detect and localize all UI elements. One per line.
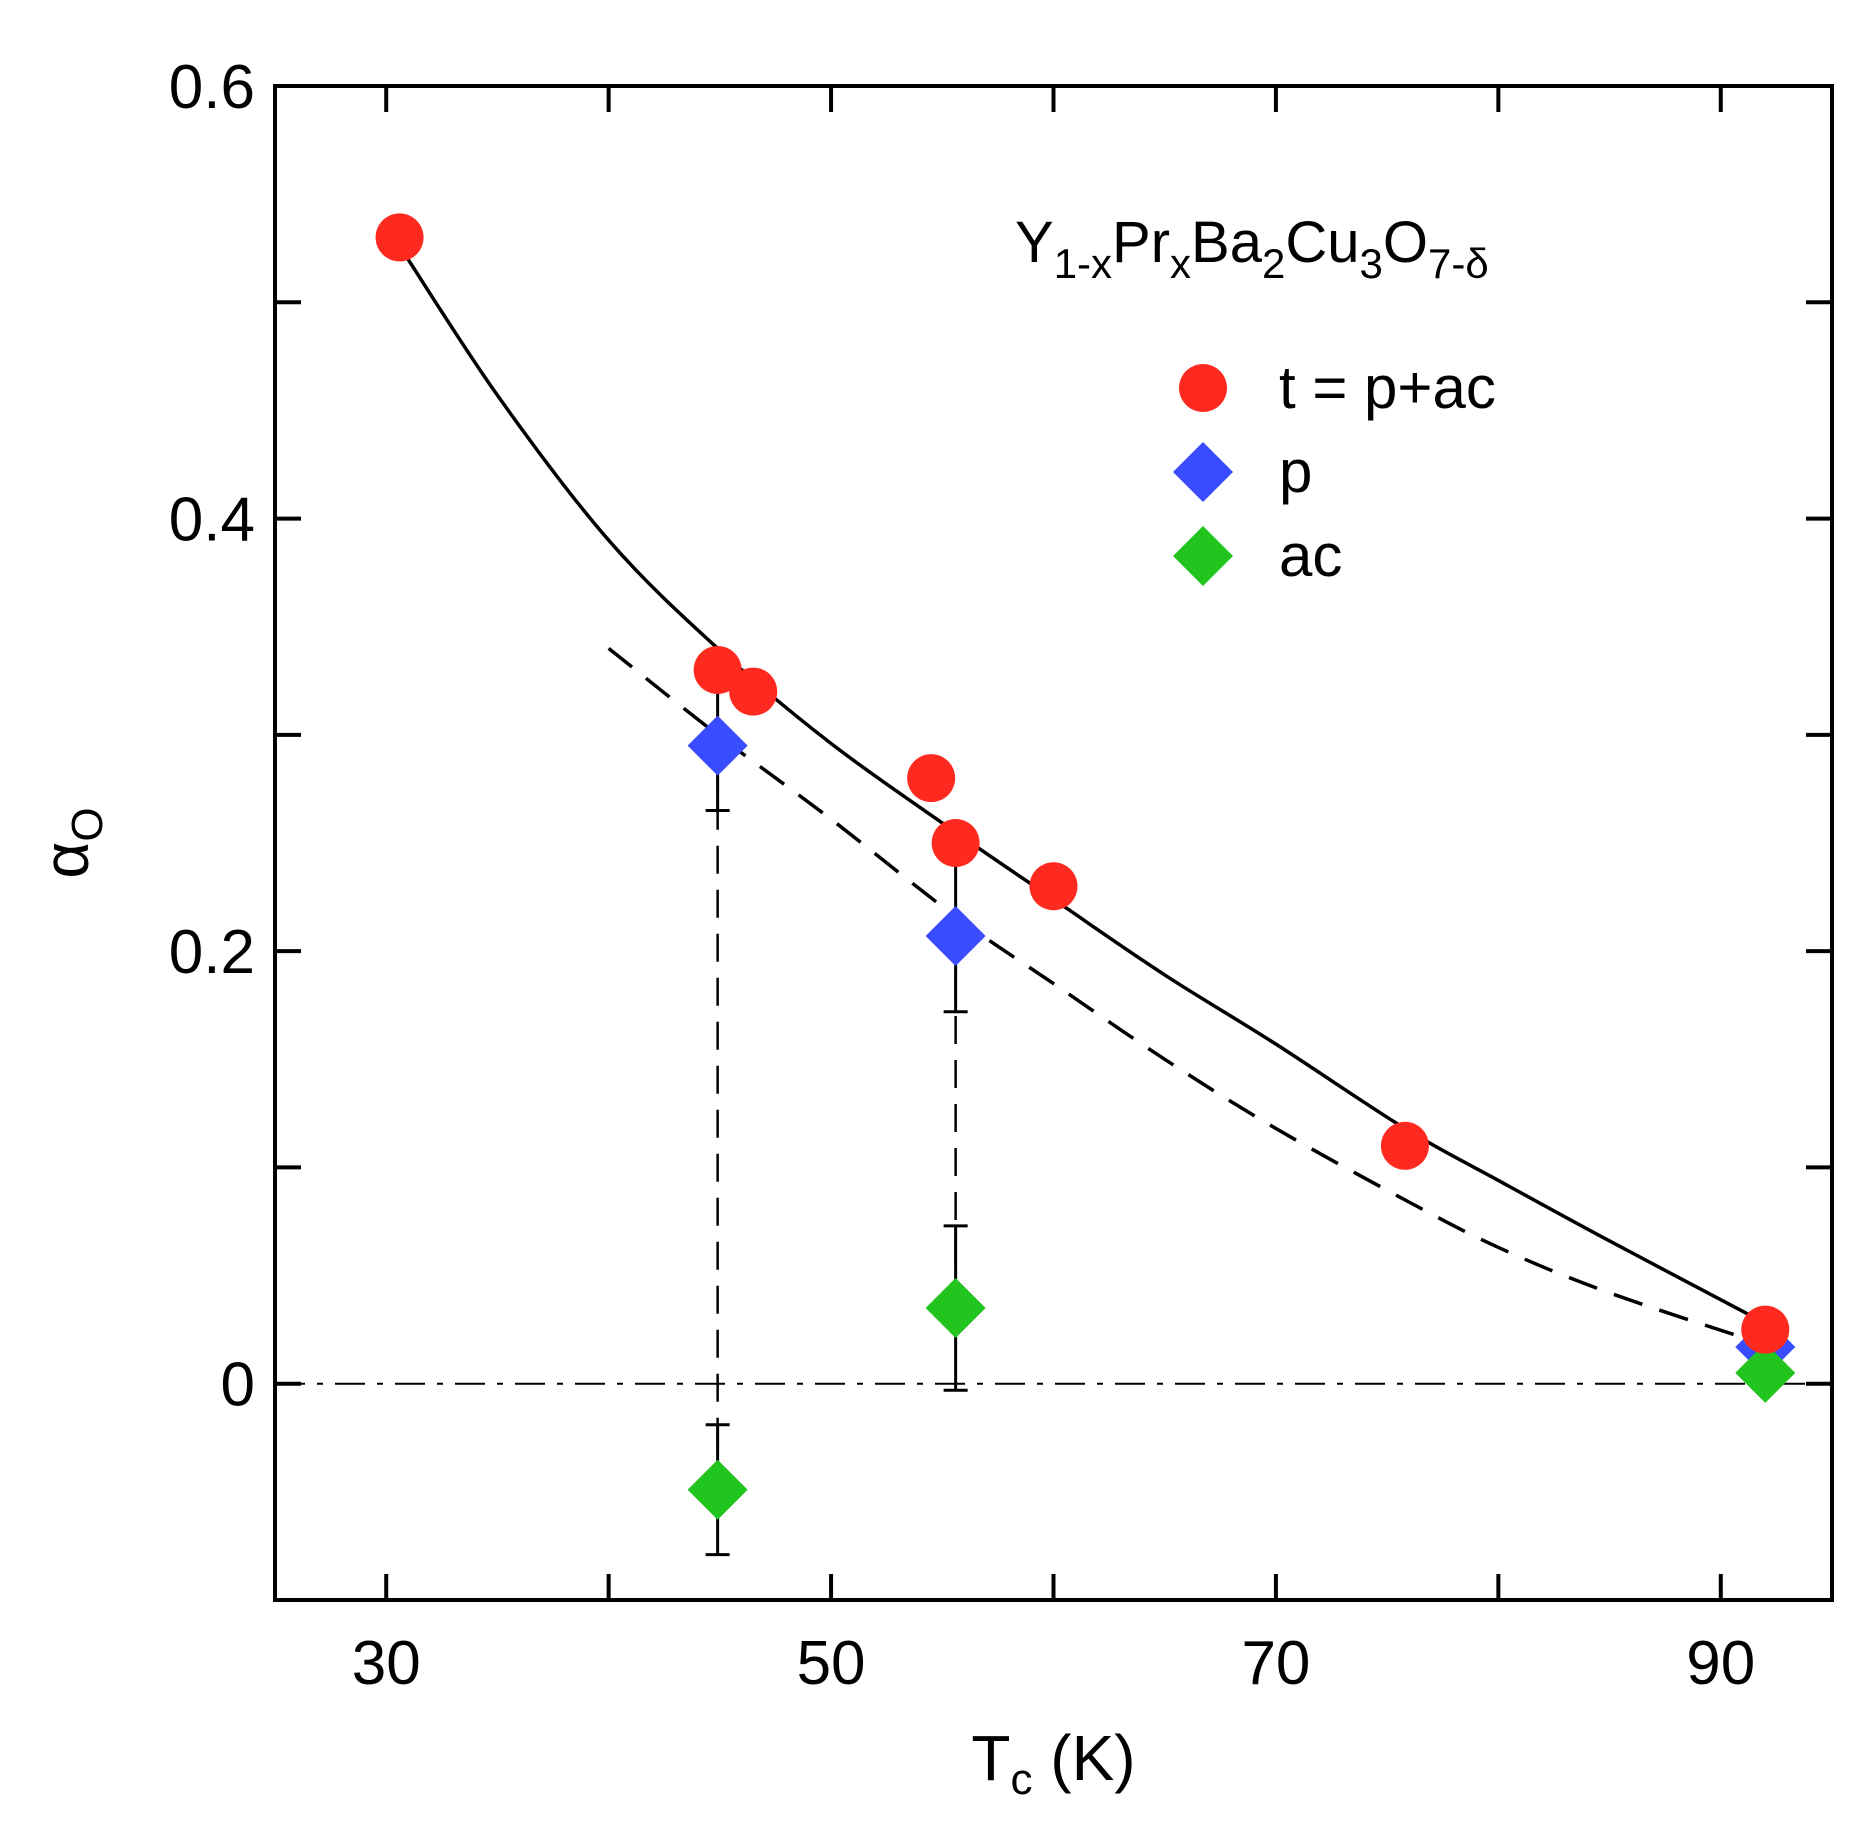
data-point-t-p-ac bbox=[931, 819, 980, 867]
legend-marker bbox=[1179, 364, 1227, 412]
y-axis-label-main: α bbox=[30, 842, 102, 879]
x-axis-label: Tc (K) bbox=[971, 1722, 1135, 1804]
data-point-t-p-ac bbox=[729, 667, 778, 716]
formula-subscript: 2 bbox=[1262, 240, 1285, 287]
data-point-ac bbox=[1735, 1342, 1796, 1403]
formula-text: Cu bbox=[1285, 210, 1359, 275]
data-point-ac bbox=[925, 1278, 986, 1339]
ticks-layer bbox=[275, 84, 1832, 1602]
y-axis-label-sub: O bbox=[63, 807, 112, 841]
data-point-t-p-ac bbox=[693, 645, 742, 694]
formula-text: O bbox=[1383, 210, 1428, 275]
y-tick-label: 0.6 bbox=[169, 53, 255, 122]
data-point-p bbox=[687, 715, 748, 776]
data-point-t-p-ac bbox=[907, 754, 956, 803]
data-point-t-p-ac bbox=[1380, 1121, 1429, 1170]
x-tick-label: 30 bbox=[352, 1629, 421, 1698]
y-axis-label: αO bbox=[30, 807, 112, 878]
plot-frame bbox=[273, 84, 1834, 1602]
x-axis-label-sub: c bbox=[1011, 1755, 1033, 1804]
data-point-t-p-ac bbox=[1741, 1305, 1790, 1354]
x-axis-label-main: T bbox=[971, 1722, 1010, 1794]
line-solid-0 bbox=[398, 245, 1767, 1325]
legend-label: p bbox=[1279, 438, 1312, 505]
data-point-p bbox=[925, 906, 986, 967]
legend: t = p+ac p ac bbox=[1173, 354, 1496, 589]
formula-annotation: Y1-xPrxBa2Cu3O7-δ bbox=[1015, 210, 1489, 287]
y-tick-label: 0.2 bbox=[169, 918, 255, 987]
formula-text: Pr bbox=[1112, 210, 1170, 275]
formula-subscript: x bbox=[1170, 240, 1191, 287]
formula-text: Y bbox=[1015, 210, 1054, 275]
x-tick-label: 50 bbox=[797, 1629, 866, 1698]
markers-layer bbox=[375, 213, 1796, 1520]
data-point-ac bbox=[687, 1459, 748, 1520]
x-tick-label: 70 bbox=[1241, 1629, 1310, 1698]
data-point-t-p-ac bbox=[375, 213, 424, 262]
formula-subscript: 1-x bbox=[1054, 240, 1112, 287]
formula-subscript: 7-δ bbox=[1428, 240, 1489, 287]
x-tick-label: 90 bbox=[1686, 1629, 1755, 1698]
y-tick-label: 0.4 bbox=[169, 486, 255, 555]
legend-label: t = p+ac bbox=[1279, 354, 1496, 421]
legend-marker bbox=[1173, 442, 1233, 502]
formula-text: Ba bbox=[1191, 210, 1263, 275]
line-dashed-1 bbox=[607, 646, 1766, 1347]
legend-label: ac bbox=[1279, 522, 1342, 589]
tick-labels-layer: 30 50 70 90 0 0.2 0.4 0.6 bbox=[169, 53, 1755, 1698]
y-tick-label: 0 bbox=[221, 1351, 255, 1420]
formula-subscript: 3 bbox=[1360, 240, 1383, 287]
data-point-t-p-ac bbox=[1029, 862, 1078, 911]
legend-marker bbox=[1173, 526, 1233, 586]
x-axis-label-unit: (K) bbox=[1033, 1722, 1136, 1794]
